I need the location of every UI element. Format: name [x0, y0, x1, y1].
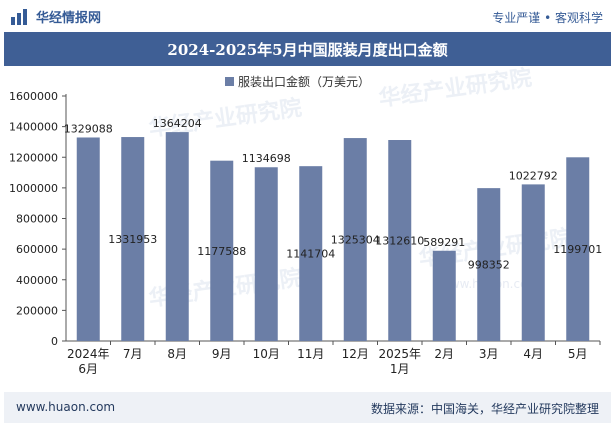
y-tick-label: 1000000 — [9, 182, 58, 195]
bar — [388, 140, 412, 341]
legend-label: 服装出口金额（万美元） — [238, 74, 370, 89]
data-label: 1134698 — [242, 152, 291, 165]
bar-chart: 华经产业研究院华经产业研究院华经产业研究院华经产业研究院www.huaon.co… — [9, 65, 602, 376]
data-label: 1177588 — [197, 245, 246, 258]
brand-name: 华经情报网 — [36, 11, 102, 26]
bar — [121, 137, 145, 341]
x-tick-label: 8月 — [167, 347, 187, 361]
y-tick-label: 1400000 — [9, 121, 58, 134]
brand[interactable]: 华经情报网 — [10, 7, 101, 26]
x-tick-label: 10月 — [253, 347, 280, 361]
x-tick-label: 2025年 1月 — [378, 347, 421, 376]
y-tick-label: 600000 — [16, 243, 58, 256]
bar — [343, 138, 367, 341]
bar — [521, 184, 545, 341]
bar — [254, 167, 278, 341]
x-tick-label: 12月 — [342, 347, 369, 361]
y-tick-label: 1600000 — [9, 90, 58, 103]
chart-area: 华经产业研究院华经产业研究院华经产业研究院华经产业研究院www.huaon.co… — [0, 65, 615, 386]
legend-swatch — [225, 77, 234, 86]
footer-source: 数据来源：中国海关，华经产业研究院整理 — [370, 402, 599, 416]
x-tick-label: 7月 — [123, 347, 143, 361]
data-label: 1312610 — [375, 235, 424, 248]
bar — [165, 132, 189, 341]
x-tick-label: 2月 — [434, 347, 454, 361]
data-label: 1325304 — [331, 234, 380, 247]
x-tick-label: 9月 — [212, 347, 232, 361]
bar — [210, 160, 234, 341]
data-label: 1331953 — [108, 233, 157, 246]
tagline: 专业严谨 • 客观科学 — [492, 11, 603, 25]
y-tick-label: 800000 — [16, 213, 58, 226]
x-tick-label: 5月 — [568, 347, 588, 361]
x-tick-label: 4月 — [523, 347, 543, 361]
x-tick-label: 2024年 6月 — [67, 347, 110, 376]
brand-logo-icon — [11, 8, 27, 25]
data-label: 1199701 — [553, 243, 602, 256]
y-tick-label: 400000 — [16, 274, 58, 287]
data-label: 1364204 — [153, 117, 202, 130]
watermark-text: 华经产业研究院 — [377, 66, 533, 112]
page-title: 2024-2025年5月中国服装月度出口金额 — [167, 40, 448, 59]
x-tick-label: 11月 — [297, 347, 324, 361]
data-label: 1329088 — [64, 122, 113, 135]
data-label: 589291 — [423, 236, 465, 249]
bar — [566, 157, 590, 341]
footer: www.huaon.com 数据来源：中国海关，华经产业研究院整理 — [4, 392, 611, 423]
bar — [432, 250, 456, 341]
bar — [477, 188, 501, 341]
footer-url-link[interactable]: www.huaon.com — [16, 400, 116, 414]
data-label: 1022792 — [509, 169, 558, 182]
y-tick-label: 1200000 — [9, 151, 58, 164]
bar — [76, 137, 100, 341]
bar — [299, 166, 323, 341]
data-label: 998352 — [468, 259, 510, 272]
data-label: 1141704 — [286, 248, 335, 261]
y-tick-label: 0 — [51, 335, 58, 348]
top-bar: 华经情报网 专业严谨 • 客观科学 — [0, 0, 615, 32]
title-bar: 2024-2025年5月中国服装月度出口金额 — [4, 32, 611, 66]
x-tick-label: 3月 — [479, 347, 499, 361]
y-tick-label: 200000 — [16, 304, 58, 317]
